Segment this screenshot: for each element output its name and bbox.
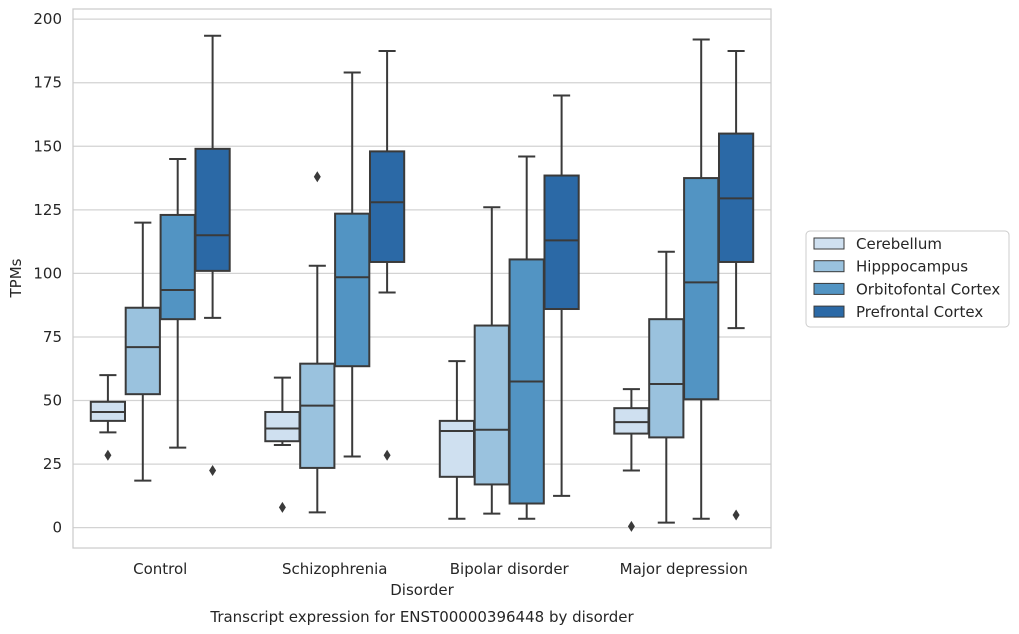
box (438, 419, 476, 478)
y-tick-label: 175 (33, 74, 62, 92)
box-group (438, 360, 476, 520)
box (194, 147, 231, 272)
box (613, 407, 650, 435)
box-group (717, 49, 755, 521)
box (124, 306, 161, 396)
legend-swatch (813, 305, 845, 318)
box-group (508, 155, 545, 520)
legend-swatch (813, 282, 845, 295)
y-tick-label: 100 (33, 264, 62, 282)
box (159, 213, 196, 321)
x-tick-labels: Control Schizophrenia Bipolar disorder Majo… (133, 560, 748, 578)
box (299, 362, 336, 469)
box-group (264, 376, 301, 513)
outlier-marker (732, 509, 740, 521)
gridlines (73, 18, 771, 529)
legend-swatch (813, 260, 845, 273)
outlier-marker (313, 171, 321, 183)
x-axis-label: Disorder (390, 581, 454, 599)
box-group (648, 250, 685, 524)
box (334, 212, 371, 368)
box-group (368, 49, 406, 461)
outlier-marker (278, 501, 286, 513)
box-group (473, 206, 510, 515)
box-group (299, 171, 336, 514)
legend: Cerebellum Hipppocampus Orbitofontal Corte… (805, 230, 1010, 328)
box-group (334, 71, 371, 458)
legend-label: Orbitofontal Cortex (856, 280, 1000, 298)
y-tick-label: 200 (33, 10, 62, 28)
legend-label: Hipppocampus (856, 258, 968, 276)
x-tick-label: Schizophrenia (282, 560, 387, 578)
box (368, 150, 406, 263)
box (264, 410, 301, 443)
outlier-marker (627, 520, 635, 532)
x-tick-label: Major depression (620, 560, 748, 578)
y-axis-label: TPMs (7, 258, 25, 298)
boxes-layer (89, 34, 755, 532)
legend-label: Cerebellum (856, 235, 942, 253)
box-group (159, 158, 196, 449)
x-tick-label: Bipolar disorder (450, 560, 570, 578)
y-tick-label: 125 (33, 201, 62, 219)
y-tick-label: 25 (43, 455, 62, 473)
box-group (543, 94, 580, 497)
y-tick-label: 150 (33, 137, 62, 155)
plot-area-frame (72, 8, 772, 549)
x-tick-label: Control (133, 560, 187, 578)
box-group (194, 34, 231, 476)
box (543, 174, 580, 311)
legend-frame (805, 230, 1010, 328)
box-group (124, 221, 161, 482)
legend-label: Prefrontal Cortex (856, 303, 983, 321)
y-tick-label: 50 (43, 392, 62, 410)
legend-swatch (813, 237, 845, 250)
y-tick-labels: 0 25 50 75 100 125 150 175 200 (33, 10, 62, 536)
y-tick-label: 0 (52, 519, 62, 537)
outlier-marker (104, 449, 112, 461)
box (683, 177, 720, 401)
outlier-marker (383, 449, 391, 461)
outlier-marker (209, 464, 217, 476)
box (473, 324, 510, 486)
box (648, 318, 685, 439)
y-tick-label: 75 (43, 328, 62, 346)
figure-caption: Transcript expression for ENST0000039644… (209, 608, 634, 626)
box-group (683, 38, 720, 520)
box-group (89, 374, 127, 461)
